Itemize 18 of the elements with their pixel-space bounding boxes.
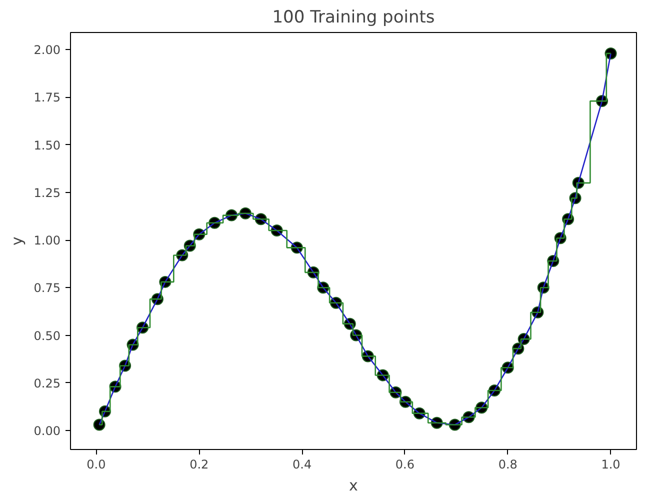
y-tick-label: 0.25 xyxy=(34,376,60,390)
y-tick-label: 2.00 xyxy=(34,43,60,58)
x-tick-label: 0.0 xyxy=(86,458,106,472)
y-tick-label: 1.00 xyxy=(34,234,60,248)
y-tick-label: 1.75 xyxy=(34,90,60,105)
x-tick-label: 0.4 xyxy=(292,458,312,472)
x-axis-title: x xyxy=(349,476,358,494)
y-tick-label: 0.75 xyxy=(34,281,60,296)
y-tick-label: 1.25 xyxy=(34,186,60,200)
y-tick-label: 0.50 xyxy=(34,328,60,343)
x-tick-label: 0.8 xyxy=(498,458,518,472)
x-tick-label: 0.2 xyxy=(190,458,209,472)
chart-title: 100 Training points xyxy=(272,8,435,28)
x-tick-label: 1.0 xyxy=(601,458,620,472)
x-tick-label: 0.6 xyxy=(395,458,415,472)
y-tick-label: 0.00 xyxy=(34,424,60,438)
y-axis-title: y xyxy=(8,236,26,246)
y-tick-label: 1.50 xyxy=(34,138,60,152)
